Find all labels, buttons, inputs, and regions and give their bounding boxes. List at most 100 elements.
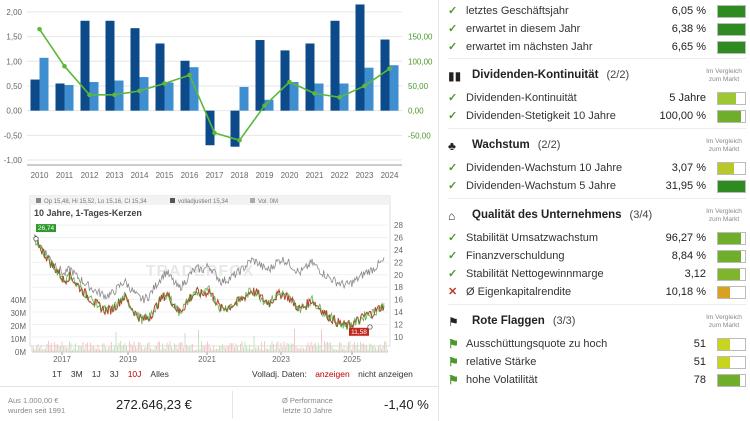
- section-header: ⚑ Rote Flaggen (3/3) Im Vergleich zum Markt: [448, 312, 746, 332]
- section-header: ▮▮ Dividenden-Kontinuität (2/2) Im Vergleic…: [448, 66, 746, 86]
- market-comparison-fill: [718, 233, 741, 244]
- footer-divider: [232, 391, 233, 418]
- metric-row: ✓ erwartet in diesem Jahr 6,38 %: [448, 21, 746, 38]
- metric-row: ✓ Stabilität Umsatzwachstum 96,27 %: [448, 230, 746, 247]
- candle-series-green: [33, 234, 385, 331]
- market-comparison-bar: [717, 23, 746, 36]
- dividend-bar-secondary: [139, 77, 149, 111]
- metric-label: Dividenden-Wachstum 10 Jahre: [466, 162, 623, 174]
- dividend-bar: [330, 20, 340, 111]
- bar-x-tick: 2016: [181, 171, 199, 180]
- metric-label: Ø Eigenkapitalrendite: [466, 286, 572, 298]
- range-button-10j[interactable]: 10J: [127, 369, 142, 379]
- market-comparison-caption: Im Vergleich zum Markt: [706, 138, 742, 153]
- metric-row: ✓ Stabilität Nettogewinnmarge 3,12: [448, 266, 746, 283]
- metric-row: ✓ Dividenden-Wachstum 5 Jahre 31,95 %: [448, 178, 746, 195]
- dividend-bar: [380, 39, 390, 111]
- growth-y-tick: 50,00: [408, 82, 429, 91]
- market-comparison-bar: [717, 162, 746, 175]
- section-title: Qualität des Unternehmens (3/4): [472, 209, 653, 221]
- volume-y-tick: 10M: [10, 335, 26, 344]
- volume-y-tick: 0M: [15, 348, 26, 357]
- dividend-bar-secondary: [389, 65, 399, 111]
- dividend-bar: [305, 43, 315, 111]
- flag-icon: ⚑: [448, 355, 459, 369]
- volladj-hide-link[interactable]: nicht anzeigen: [358, 369, 413, 379]
- invest-caption-line2: wurden seit 1991: [8, 406, 66, 415]
- market-comparison-bar: [717, 232, 746, 245]
- growth-y-tick: 100,00: [408, 57, 433, 66]
- section-count: (2/2): [606, 69, 630, 81]
- metric-row: ✕ Ø Eigenkapitalrendite 10,18 %: [448, 284, 746, 301]
- metric-value: 3,07 %: [671, 162, 706, 174]
- metric-row: ⚑ hohe Volatilität 78: [448, 372, 746, 389]
- bar-x-tick: 2010: [31, 171, 49, 180]
- bar-x-tick: 2021: [306, 171, 324, 180]
- performance-caption-line2: letzte 10 Jahre: [282, 406, 333, 415]
- price-x-tick: 2017: [53, 355, 71, 364]
- bar-x-tick: 2012: [81, 171, 99, 180]
- market-comparison-bar: [717, 374, 746, 387]
- growth-point: [287, 79, 292, 85]
- metric-label: relative Stärke: [466, 356, 537, 368]
- metric-row: ✓ Dividenden-Kontinuität 5 Jahre: [448, 90, 746, 107]
- metric-label: letztes Geschäftsjahr: [466, 5, 569, 17]
- range-button-1t[interactable]: 1T: [52, 369, 62, 379]
- growth-y-tick: 150,00: [408, 33, 433, 42]
- volume-y-tick: 20M: [10, 322, 26, 331]
- range-button-3m[interactable]: 3M: [70, 369, 83, 379]
- dividend-bar-secondary: [89, 82, 99, 111]
- metric-label: Ausschüttungsquote zu hoch: [466, 338, 608, 350]
- high-marker: [36, 224, 56, 233]
- metric-row: ⚑ Ausschüttungsquote zu hoch 51: [448, 336, 746, 353]
- market-comparison-fill: [718, 24, 745, 35]
- price-legend-item: Op 15,48, Hi 15,52, Lo 15,16, Cl 15,34: [44, 199, 147, 205]
- market-comparison-fill: [718, 111, 741, 122]
- dividend-bar: [105, 20, 115, 111]
- bar-x-tick: 2023: [356, 171, 374, 180]
- growth-point: [387, 66, 392, 71]
- bar-y-tick: 2,00: [6, 8, 22, 17]
- section-count: (3/4): [629, 209, 653, 221]
- price-legend-item: Vol. 0M: [258, 199, 278, 205]
- metric-value: 100,00 %: [659, 110, 706, 122]
- range-button-3j[interactable]: 3J: [109, 369, 119, 379]
- check-icon: ✓: [448, 110, 458, 122]
- market-comparison-bar: [717, 338, 746, 351]
- growth-point: [87, 92, 92, 98]
- performance-caption-line1: Ø Performance: [282, 396, 333, 405]
- dividend-bar-chart: 2,00 1,50 1,00 0,50 0,00 -0,50 -1,00 150,00 100,…: [4, 4, 433, 180]
- chart-icon: ▮▮: [448, 69, 462, 83]
- low-point: [367, 324, 373, 330]
- volladj-show-link[interactable]: anzeigen: [315, 369, 350, 379]
- performance-value: -1,40 %: [384, 397, 429, 412]
- bar-x-tick: 2014: [131, 171, 149, 180]
- growth-y-tick: 0,00: [408, 107, 424, 116]
- market-comparison-bar: [717, 286, 746, 299]
- metric-row: ✓ letztes Geschäftsjahr 6,05 %: [448, 3, 746, 20]
- market-comparison-caption: Im Vergleich zum Markt: [706, 68, 742, 83]
- range-button-alles[interactable]: Alles: [150, 369, 169, 379]
- price-x-tick: 2021: [198, 355, 216, 364]
- check-icon: ✓: [448, 268, 458, 280]
- range-button-1j[interactable]: 1J: [91, 369, 101, 379]
- market-comparison-fill: [718, 357, 731, 368]
- metric-row: ✓ erwartet im nächsten Jahr 6,65 %: [448, 39, 746, 56]
- metric-label: hohe Volatilität: [466, 374, 538, 386]
- market-comparison-fill: [718, 251, 741, 262]
- bar-y-tick: 0,00: [6, 107, 22, 116]
- growth-point: [362, 83, 367, 89]
- check-icon: ✓: [448, 250, 458, 262]
- metric-value: 3,12: [684, 268, 706, 280]
- dividend-bar-secondary: [314, 83, 324, 111]
- price-y-tick: 20: [394, 271, 403, 280]
- bar-x-tick: 2013: [106, 171, 124, 180]
- metric-value: 6,65 %: [671, 41, 706, 53]
- bar-x-tick: 2024: [381, 171, 399, 180]
- section-count: (2/2): [537, 139, 561, 151]
- dividend-bar: [355, 4, 365, 111]
- candle-series-red: [33, 234, 385, 329]
- metric-value: 78: [693, 374, 706, 386]
- price-y-tick: 16: [394, 296, 403, 305]
- metric-label: Dividenden-Wachstum 5 Jahre: [466, 180, 616, 192]
